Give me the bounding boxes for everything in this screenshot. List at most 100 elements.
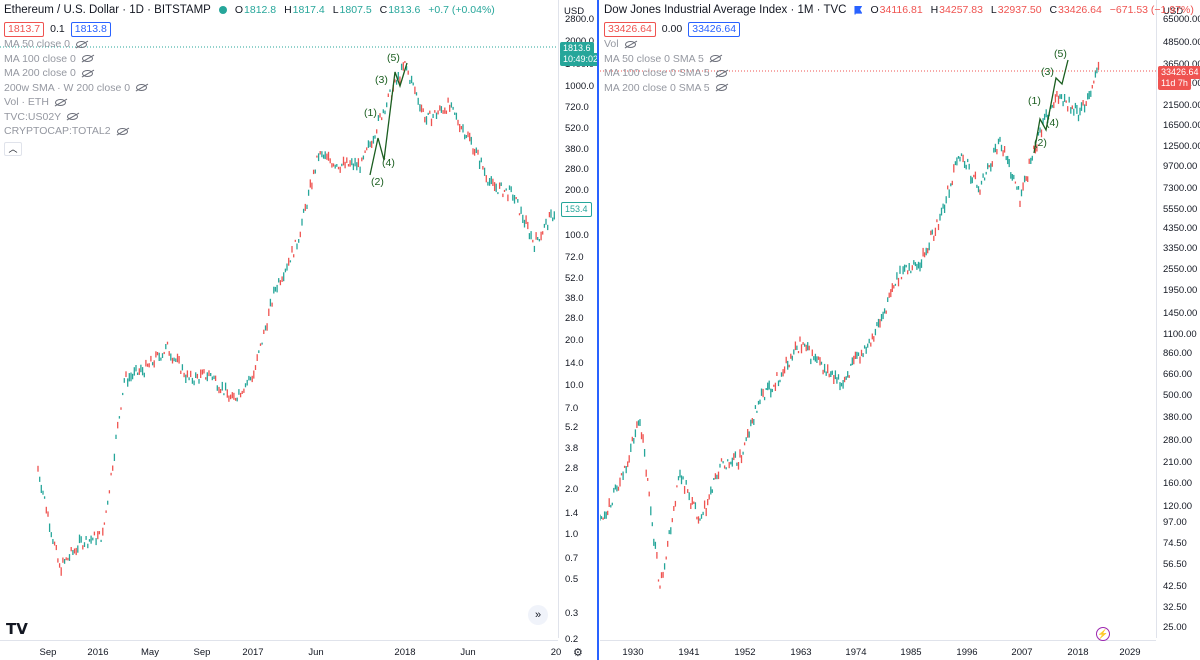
indicator-row[interactable]: TVC:US02Y: [4, 110, 500, 125]
time-tick-label: 1996: [956, 647, 978, 658]
collapse-legend-button[interactable]: ︿: [4, 141, 22, 156]
hidden-eye-icon[interactable]: [624, 40, 636, 48]
price-tick-label: 2550.00: [1163, 264, 1198, 276]
hidden-eye-icon[interactable]: [136, 84, 148, 92]
price-tick-label: 20.0: [565, 334, 584, 346]
indicator-row[interactable]: MA 100 close 0 SMA 5: [604, 66, 1199, 81]
price-tick-label: 25.00: [1163, 622, 1187, 633]
gear-icon[interactable]: ⚙: [573, 647, 583, 659]
indicator-row[interactable]: MA 200 close 0 SMA 5: [604, 81, 1199, 96]
price-tick-label: 2.0: [565, 484, 579, 496]
hidden-eye-icon[interactable]: [81, 69, 93, 77]
price-tick-label: 3350.00: [1163, 243, 1198, 255]
dow-jones-chart-pane[interactable]: Dow Jones Industrial Average Index · 1M …: [600, 0, 1200, 660]
price-tick-label: 0.2: [565, 634, 579, 645]
wave-label: (5): [1054, 48, 1067, 60]
wave-label: (3): [375, 74, 388, 86]
indicator-row[interactable]: Vol · ETH: [4, 95, 500, 110]
hidden-eye-icon[interactable]: [81, 55, 93, 63]
time-tick-label: 2029: [1119, 647, 1141, 658]
price-tick-label: 28.0: [565, 313, 584, 325]
indicator-row[interactable]: MA 50 close 0 SMA 5: [604, 52, 1199, 67]
price-tick-label: 160.00: [1163, 478, 1193, 490]
indicator-row[interactable]: MA 200 close 0: [4, 66, 500, 81]
indicator-label: MA 50 close 0 SMA 5: [604, 52, 704, 65]
ethereum-chart-pane[interactable]: Ethereum / U.S. Dollar · 1D · BITSTAMP O…: [0, 0, 598, 660]
hidden-eye-icon[interactable]: [709, 55, 721, 63]
ethereum-legend: Ethereum / U.S. Dollar · 1D · BITSTAMP O…: [4, 3, 500, 156]
price-tick-label: 65000.00: [1163, 14, 1200, 25]
scroll-to-realtime-button[interactable]: »: [528, 605, 548, 625]
price-axis[interactable]: [1156, 0, 1200, 638]
indicator-label: MA 50 close 0: [4, 38, 70, 51]
indicator-label: CRYPTOCAP:TOTAL2: [4, 125, 111, 138]
tradingview-logo[interactable]: TV: [6, 620, 28, 638]
hidden-eye-icon[interactable]: [54, 98, 66, 106]
hidden-eye-icon[interactable]: [67, 113, 79, 121]
price-tick-label: 280.00: [1163, 435, 1193, 447]
indicator-row[interactable]: MA 100 close 0: [4, 52, 500, 67]
flag-icon[interactable]: [854, 5, 863, 15]
hidden-eye-icon[interactable]: [116, 127, 128, 135]
pane-divider[interactable]: [597, 0, 599, 660]
price-tick-label: 1000.0: [565, 80, 595, 92]
price-tick-label: 9700.00: [1163, 161, 1198, 173]
time-tick-label: 20: [550, 647, 562, 658]
price-tick-label: 5.2: [565, 422, 579, 434]
indicator-label: MA 200 close 0: [4, 67, 76, 80]
time-axis[interactable]: [0, 640, 558, 660]
time-tick-label: 1930: [622, 647, 644, 658]
price-tick-label: 0.5: [565, 574, 579, 586]
time-axis[interactable]: [600, 640, 1156, 660]
indicator-row[interactable]: MA 50 close 0: [4, 37, 500, 52]
price-tick-label: 660.00: [1163, 368, 1193, 380]
countdown-tag: 11d 7h: [1158, 77, 1191, 90]
time-tick-label: Jun: [460, 647, 476, 658]
indicator-row[interactable]: 200w SMA · W 200 close 0: [4, 81, 500, 96]
hidden-eye-icon[interactable]: [75, 40, 87, 48]
price-tick-label: 720.0: [565, 102, 589, 114]
price-axis[interactable]: [558, 0, 598, 638]
sell-price-button[interactable]: 1813.7: [4, 21, 45, 37]
price-tick-label: 1950.00: [1163, 285, 1198, 297]
price-tick-label: 1.0: [565, 529, 579, 541]
symbol-title[interactable]: Dow Jones Industrial Average Index · 1M …: [604, 4, 847, 16]
time-tick-label: May: [141, 647, 159, 658]
countdown-tag: 10:49:02: [560, 53, 598, 66]
hidden-eye-icon[interactable]: [715, 69, 727, 77]
buy-price-button[interactable]: 33426.64: [688, 21, 741, 37]
price-tick-label: 32.50: [1163, 601, 1187, 613]
price-tick-label: 520.0: [565, 123, 589, 135]
time-tick-label: 2007: [1011, 647, 1033, 658]
indicator-row[interactable]: Vol: [604, 37, 1199, 52]
last-price-tag: 33426.64: [1158, 66, 1200, 79]
spread-value: 0.00: [661, 23, 683, 35]
buy-price-button[interactable]: 1813.8: [70, 21, 111, 37]
price-tick-label: 200.0: [565, 185, 589, 197]
time-tick-label: 1974: [845, 647, 867, 658]
wave-label: (2): [371, 176, 384, 188]
price-tick-label: 100.0: [565, 230, 589, 242]
bolt-icon[interactable]: ⚡: [1096, 627, 1110, 641]
dow-jones-chart-canvas[interactable]: [600, 0, 1200, 660]
symbol-title[interactable]: Ethereum / U.S. Dollar · 1D · BITSTAMP: [4, 4, 211, 16]
price-tick-label: 5550.00: [1163, 204, 1198, 216]
time-tick-label: 1985: [900, 647, 922, 658]
price-tick-label: 21500.00: [1163, 99, 1200, 111]
sell-price-button[interactable]: 33426.64: [604, 21, 656, 37]
price-tick-label: 74.50: [1163, 537, 1187, 549]
ethereum-chart-canvas[interactable]: [0, 0, 598, 660]
market-status-icon: [218, 6, 227, 14]
elliott-wave-drawing[interactable]: [369, 62, 408, 176]
indicator-row[interactable]: CRYPTOCAP:TOTAL2: [4, 124, 500, 139]
price-tick-label: 97.00: [1163, 517, 1187, 529]
hidden-eye-icon[interactable]: [715, 84, 727, 92]
elliott-wave-drawing[interactable]: [1033, 59, 1069, 154]
wave-label: (5): [387, 52, 400, 64]
price-tick-label: 56.50: [1163, 558, 1187, 570]
price-tick-label: 3.8: [565, 442, 579, 454]
change-value: −671.53 (−1.97%): [1109, 4, 1194, 16]
wave-label: (4): [382, 157, 395, 169]
indicator-list: MA 50 close 0 MA 100 close 0 MA 200 close …: [4, 37, 500, 139]
indicator-label: 200w SMA · W 200 close 0: [4, 81, 131, 94]
